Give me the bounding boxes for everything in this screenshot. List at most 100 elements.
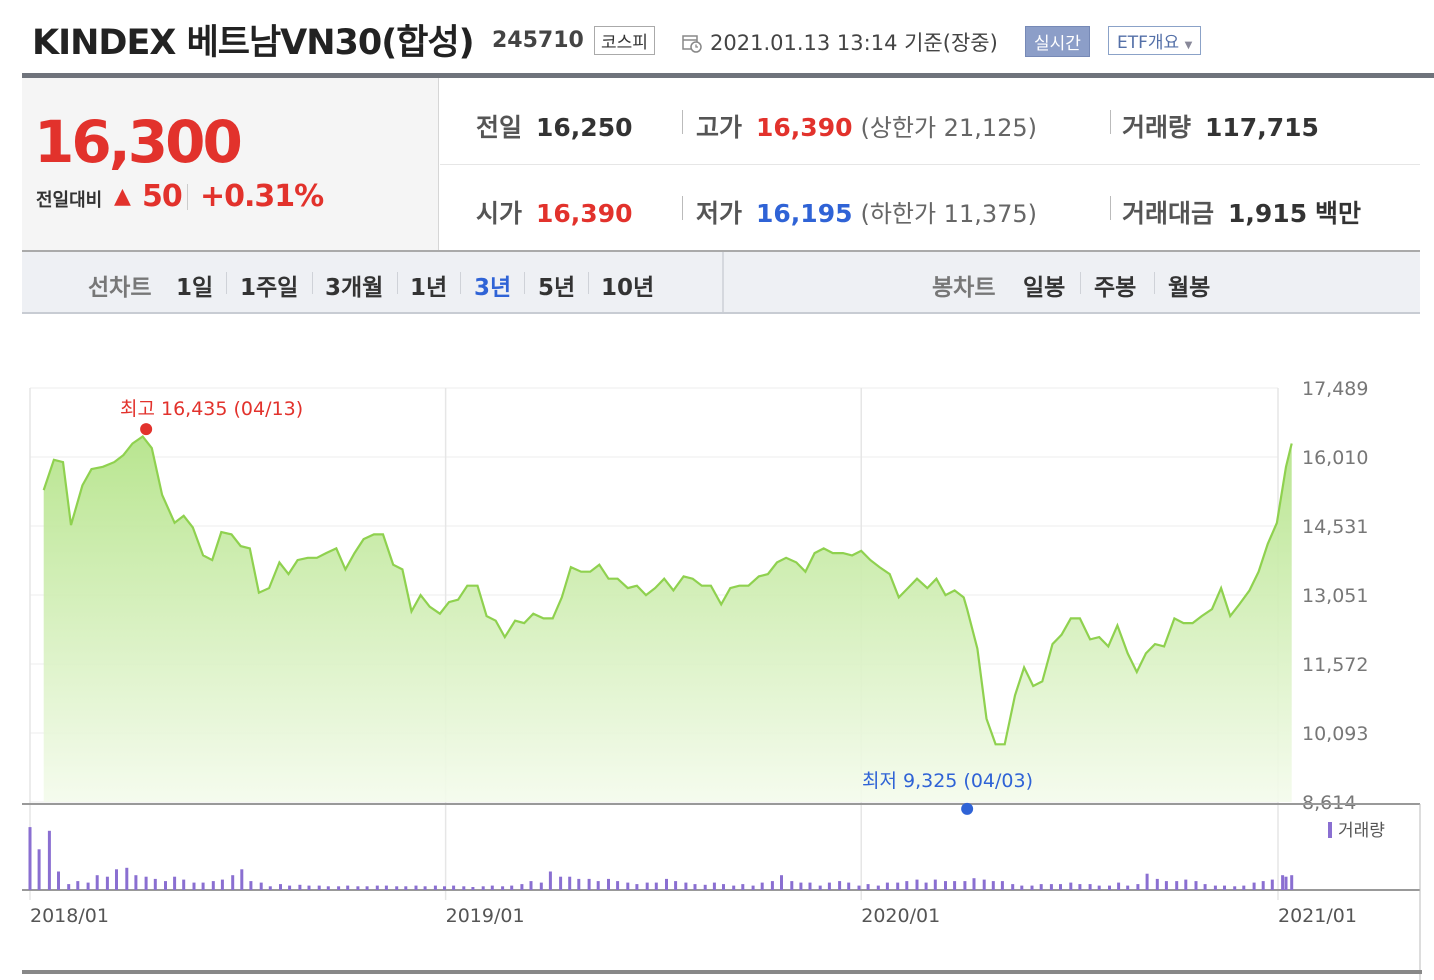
volume-bar [1242,885,1246,890]
volume-bar [933,879,937,890]
volume-bar [337,886,341,890]
tab-daily[interactable]: 일봉 [1023,275,1066,301]
stat-value: 117,715 [1205,113,1319,142]
volume-bar [1049,884,1053,890]
volume-bar [896,882,900,890]
volume-bar [905,881,909,890]
volume-bar [991,881,995,890]
page-title: KINDEX 베트남VN30(합성) [32,23,475,63]
volume-bar [732,885,736,890]
volume-bar [298,884,302,890]
volume-bar [192,882,196,890]
tab-10y[interactable]: 10년 [601,275,655,301]
candle-chart-label: 봉차트 [932,275,996,301]
stat-high: 고가 16,390 (상한가 21,125) [696,108,1037,144]
divider [1110,110,1111,134]
volume-bar [1175,881,1179,890]
change-value: 50 [142,179,183,214]
volume-bar [790,881,794,890]
change-label: 전일대비 [36,190,103,211]
volume-bar [827,882,831,890]
volume-bar [67,884,71,890]
volume-bar [1000,881,1004,890]
header-divider [22,73,1434,78]
volume-legend-swatch [1328,822,1332,838]
stat-label: 저가 [696,199,743,228]
volume-bar [924,882,928,890]
volume-bar [356,886,360,890]
x-tick-label: 2021/01 [1278,905,1357,927]
volume-bar [808,882,812,890]
volume-bar [616,881,620,890]
quote-panel [22,78,439,250]
volume-bar [115,869,118,890]
volume-bar [972,878,976,890]
volume-bar [384,885,388,890]
volume-bar [799,882,803,890]
volume-bar [953,881,957,890]
volume-bar [404,886,408,890]
volume-bar [1261,881,1265,890]
stat-prev: 전일 16,250 [476,108,633,144]
volume-bar [529,881,533,890]
stat-label: 시가 [476,199,523,228]
volume-bar [288,885,292,890]
volume-bar [37,849,41,890]
volume-bar [674,881,678,890]
stat-value: 16,390 [536,199,633,228]
volume-bar [471,887,475,890]
volume-bar [645,882,649,890]
volume-bar [395,886,399,890]
tab-1d[interactable]: 1일 [176,275,214,301]
volume-bar [86,882,90,890]
volume-bar [626,882,630,890]
volume-bar [317,885,321,890]
tab-1y[interactable]: 1년 [410,275,448,301]
volume-bar [452,885,456,890]
volume-bar [1233,886,1237,890]
volume-bar [1011,884,1015,890]
volume-bar [220,879,224,890]
volume-bar [462,886,466,890]
realtime-button[interactable]: 실시간 [1025,26,1090,57]
divider [524,272,525,294]
price-area [43,436,1292,802]
stat-open: 시가 16,390 [476,194,633,230]
caret-down-icon: ▼ [1184,40,1193,51]
volume-bar [1117,882,1121,890]
y-tick-label: 16,010 [1302,447,1368,469]
volume-bar [1136,884,1140,890]
tab-3m[interactable]: 3개월 [325,275,384,301]
tab-monthly[interactable]: 월봉 [1168,275,1211,301]
divider [397,272,398,294]
divider [460,272,461,294]
tab-5y[interactable]: 5년 [538,275,576,301]
volume-bar [76,881,80,890]
volume-bar [1155,878,1159,890]
stats-table: 전일 16,250 고가 16,390 (상한가 21,125) 거래량 117,71… [440,78,1420,250]
volume-bar [982,879,986,890]
volume-bar [414,885,418,890]
stat-amount: 거래대금 1,915 백만 [1122,194,1361,230]
y-tick-label: 10,093 [1302,723,1368,745]
volume-bar [433,885,437,890]
volume-bar [47,830,51,890]
volume-legend-label: 거래량 [1338,821,1385,841]
volume-bar [501,886,505,890]
volume-bar [1069,882,1073,890]
volume-bar [520,884,524,890]
volume-bar [751,885,755,890]
volume-bar [1126,885,1130,890]
footer-divider [22,970,1422,974]
volume-bar [1284,876,1288,890]
tab-3y[interactable]: 3년 [474,275,512,301]
volume-bar [144,876,148,890]
volume-bar [635,884,639,890]
etf-overview-button[interactable]: ETF개요 ▼ [1108,26,1202,55]
volume-bar [548,871,552,890]
tab-1w[interactable]: 1주일 [240,275,299,301]
divider [226,272,227,294]
upper-limit: (상한가 21,125) [860,114,1038,142]
volume-bar [173,876,177,890]
tab-weekly[interactable]: 주봉 [1094,275,1137,301]
